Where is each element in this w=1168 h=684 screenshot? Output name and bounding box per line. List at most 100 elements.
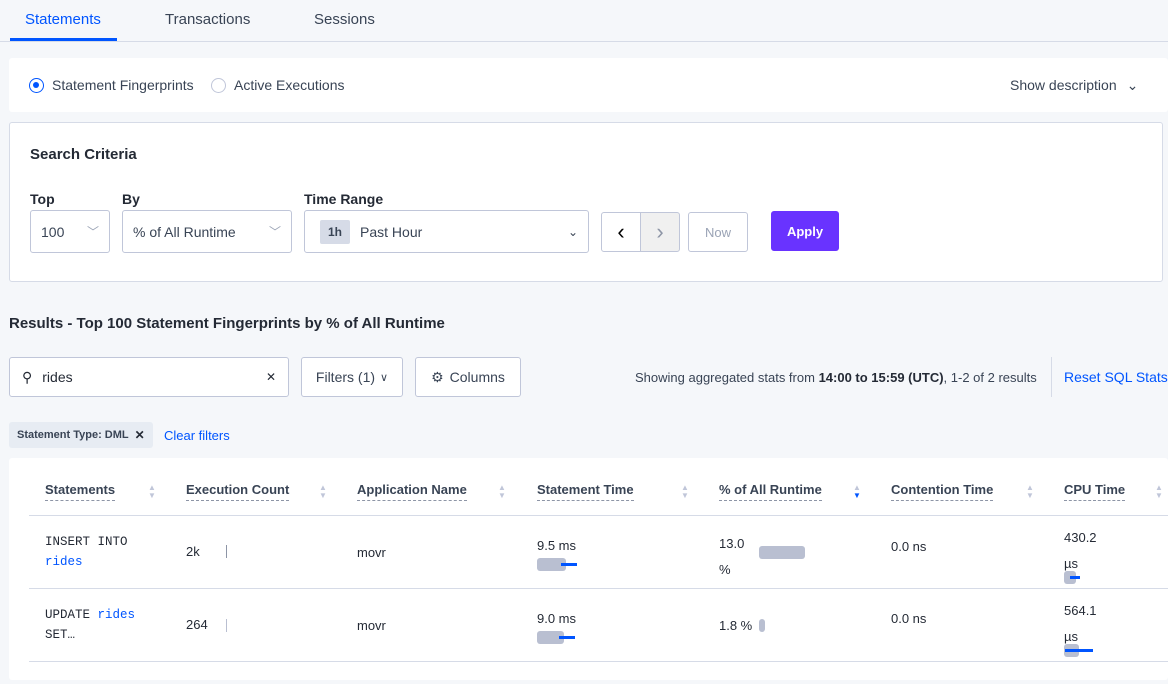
columns-label: Columns: [449, 369, 505, 385]
cpu-time-deviation: [1070, 576, 1080, 579]
application-name: movr: [357, 618, 386, 633]
cpu-unit: µs: [1064, 629, 1078, 644]
execution-count: 2k: [186, 544, 200, 559]
time-range-value: Past Hour: [360, 223, 423, 240]
column-header-statements[interactable]: Statements: [45, 482, 116, 501]
row-divider: [29, 588, 1168, 589]
summary-suffix: , 1-2 of 2 results: [943, 370, 1037, 385]
sort-icon[interactable]: ▲ ▼: [319, 483, 327, 500]
pct-runtime: 1.8 %: [719, 618, 752, 633]
cpu-value: 430.2: [1064, 530, 1097, 545]
filter-tag: Statement Type: DML ✕: [9, 422, 153, 448]
column-header-pct-runtime[interactable]: % of All Runtime: [719, 482, 822, 501]
radio-selected-icon: [29, 77, 44, 93]
time-range-select[interactable]: 1h Past Hour ⌄: [304, 210, 589, 253]
statement-cell[interactable]: UPDATE rides SET…: [45, 605, 155, 645]
top-select[interactable]: 100 ﹀: [30, 210, 110, 253]
radio-statement-fingerprints[interactable]: Statement Fingerprints: [29, 77, 194, 93]
remove-filter-icon[interactable]: ✕: [134, 428, 145, 442]
sort-icon[interactable]: ▲ ▼: [498, 483, 506, 500]
column-header-statement-time[interactable]: Statement Time: [537, 482, 634, 501]
statement-time: 9.5 ms: [537, 538, 577, 553]
cpu-time: 430.2 µs: [1064, 525, 1097, 577]
pct-runtime-bar: [759, 619, 766, 632]
chevron-down-icon: ⌄: [567, 224, 578, 239]
statement-text: INSERT INTO: [45, 535, 128, 549]
tab-statements[interactable]: Statements: [25, 11, 101, 28]
search-input[interactable]: ⚲ rides ✕: [9, 357, 289, 397]
statement-time-bar: [537, 558, 566, 571]
sort-icon[interactable]: ▲ ▼: [681, 483, 689, 500]
radio-active-executions[interactable]: Active Executions: [211, 77, 345, 93]
search-criteria-card: Search Criteria Top 100 ﹀ By % of All Run…: [9, 122, 1163, 282]
apply-button[interactable]: Apply: [771, 211, 839, 251]
results-summary: Showing aggregated stats from 14:00 to 1…: [635, 370, 1037, 385]
column-header-execution-count[interactable]: Execution Count: [186, 482, 290, 501]
chevron-down-icon: ∨: [380, 371, 389, 384]
column-header-cpu-time[interactable]: CPU Time: [1064, 482, 1126, 501]
clear-filters-link[interactable]: Clear filters: [164, 428, 230, 443]
statement-keyword: rides: [45, 555, 83, 569]
pct-runtime: 13.0%: [719, 531, 744, 583]
show-description-label: Show description: [1010, 77, 1117, 93]
statements-table: [9, 458, 1168, 680]
radio-label: Statement Fingerprints: [52, 77, 194, 93]
statement-time-bar: [537, 631, 564, 644]
active-tab-indicator: [10, 38, 117, 41]
filters-button[interactable]: Filters (1) ∨: [301, 357, 403, 397]
cpu-time-deviation: [1065, 649, 1093, 652]
columns-button[interactable]: ⚙ Columns: [415, 357, 521, 397]
reset-sql-stats-link[interactable]: Reset SQL Stats: [1064, 369, 1168, 385]
statement-cell[interactable]: INSERT INTO rides: [45, 532, 155, 572]
pct-runtime-bar: [759, 546, 805, 559]
execution-count: 264: [186, 617, 208, 632]
chevron-down-icon: ⌄: [1126, 77, 1139, 93]
next-time-button[interactable]: ›: [640, 212, 680, 252]
by-select[interactable]: % of All Runtime ﹀: [122, 210, 292, 253]
radio-unselected-icon: [211, 77, 226, 93]
chevron-down-icon: ﹀: [268, 225, 281, 239]
application-name: movr: [357, 545, 386, 560]
execution-count-bar: [226, 619, 227, 632]
tab-transactions[interactable]: Transactions: [165, 11, 251, 28]
show-description-toggle[interactable]: Show description ⌄: [1010, 77, 1138, 94]
sort-icon[interactable]: ▲ ▼: [148, 483, 156, 500]
cpu-unit: µs: [1064, 556, 1078, 571]
tab-sessions[interactable]: Sessions: [314, 11, 375, 28]
chevron-right-icon: ›: [656, 219, 664, 244]
sort-descending-icon[interactable]: ▲ ▼: [853, 483, 861, 500]
top-label: Top: [30, 191, 55, 207]
summary-prefix: Showing aggregated stats from: [635, 370, 819, 385]
pct-unit: %: [719, 562, 731, 577]
top-value: 100: [41, 223, 65, 240]
contention-time: 0.0 ns: [891, 539, 927, 554]
previous-time-button[interactable]: ‹: [601, 212, 641, 252]
statement-time: 9.0 ms: [537, 611, 577, 626]
search-criteria-title: Search Criteria: [30, 146, 137, 163]
statement-time-deviation: [559, 636, 575, 639]
view-toggle-card: Statement Fingerprints Active Executions…: [9, 58, 1168, 112]
now-button[interactable]: Now: [688, 212, 748, 252]
chevron-down-icon: ﹀: [86, 225, 99, 239]
time-badge: 1h: [320, 219, 351, 244]
filter-tag-label: Statement Type: DML: [17, 429, 129, 441]
column-header-application-name[interactable]: Application Name: [357, 482, 467, 501]
search-value: rides: [42, 369, 73, 385]
pct-value: 1.8 %: [719, 618, 753, 633]
by-label: By: [122, 191, 140, 207]
execution-count-bar: [226, 545, 227, 558]
row-divider: [29, 661, 1168, 662]
tab-bar: Statements Transactions Sessions: [0, 0, 1168, 42]
row-divider: [29, 515, 1168, 516]
sort-icon[interactable]: ▲ ▼: [1026, 483, 1034, 500]
pct-value: 13.0: [719, 536, 745, 551]
results-title: Results - Top 100 Statement Fingerprints…: [9, 315, 445, 332]
column-header-contention-time[interactable]: Contention Time: [891, 482, 994, 501]
search-icon: ⚲: [22, 368, 33, 385]
filters-label: Filters (1): [315, 369, 376, 385]
sort-icon[interactable]: ▲ ▼: [1155, 483, 1163, 500]
chevron-left-icon: ‹: [617, 219, 625, 244]
statement-text: SET…: [45, 628, 76, 642]
statement-keyword: rides: [97, 608, 136, 622]
clear-search-icon[interactable]: ✕: [265, 370, 276, 384]
